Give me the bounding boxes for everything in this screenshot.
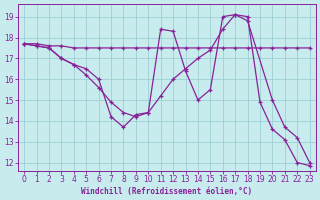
X-axis label: Windchill (Refroidissement éolien,°C): Windchill (Refroidissement éolien,°C) [81, 187, 252, 196]
